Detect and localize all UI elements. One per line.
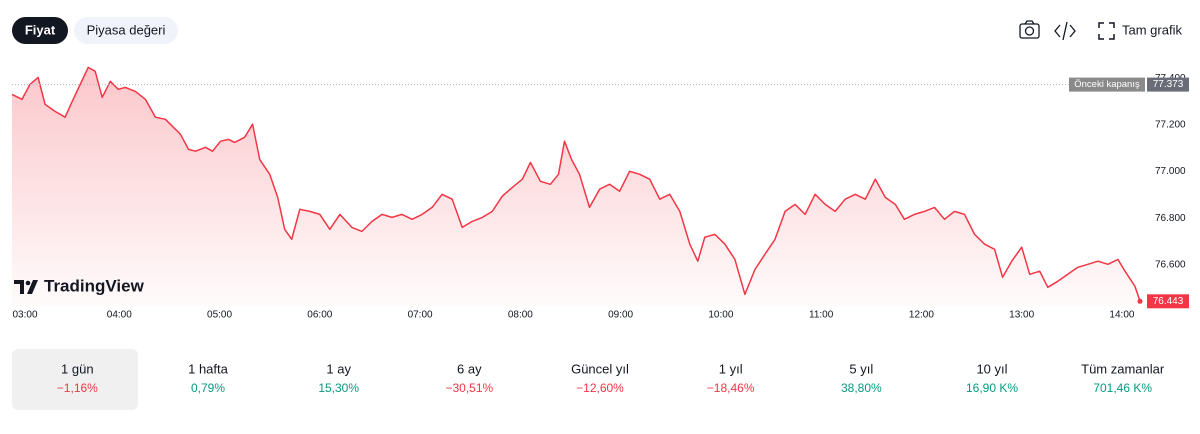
logo-dot [25, 280, 31, 286]
logo: TradingView [14, 276, 145, 295]
tab-label: Fiyat [25, 22, 56, 37]
previous-close-tag-bg [1069, 77, 1145, 92]
period-change: 0,79% [191, 381, 225, 395]
period-button[interactable]: 1 gün −1,16% [12, 349, 138, 410]
period-change: −1,16% [57, 381, 98, 395]
full-chart-label: Tam grafik [1122, 22, 1182, 37]
x-tick-label: 03:00 [12, 310, 37, 321]
previous-close-tag: Önceki kapanış [1074, 79, 1140, 90]
period-label: Güncel yıl [571, 361, 629, 376]
x-tick-label: 05:00 [207, 310, 232, 321]
period-button[interactable]: Güncel yıl −12,60% [571, 361, 629, 395]
period-button[interactable]: 1 hafta 0,79% [188, 361, 229, 395]
y-tick-label: 77.200 [1155, 120, 1186, 131]
previous-close-value-bg [1147, 77, 1189, 92]
period-button[interactable]: 5 yıl 38,80% [841, 361, 882, 395]
period-label: 10 yıl [976, 361, 1007, 376]
x-tick-label: 13:00 [1009, 310, 1034, 321]
x-tick-label: 11:00 [809, 310, 834, 321]
x-tick-label: 04:00 [107, 310, 132, 321]
x-tick-label: 14:00 [1109, 310, 1134, 321]
period-selected-bg [12, 349, 138, 410]
tab-label: Piyasa değeri [87, 22, 166, 37]
period-button[interactable]: 6 ay −30,51% [445, 361, 493, 395]
period-change: −30,51% [445, 381, 493, 395]
area [12, 67, 1140, 307]
period-button[interactable]: 10 yıl 16,90 K% [966, 361, 1018, 395]
period-label: 1 yıl [719, 361, 743, 376]
x-tick-label: 12:00 [909, 310, 934, 321]
period-change: −12,60% [576, 381, 624, 395]
period-change: 16,90 K% [966, 381, 1018, 395]
last-point [1137, 298, 1143, 304]
fullscreen-icon [1098, 22, 1115, 40]
period-label: 1 hafta [188, 361, 229, 376]
y-tick-label: 76.800 [1155, 213, 1186, 224]
x-tick-label: 08:00 [508, 310, 533, 321]
period-button[interactable]: 1 yıl −18,46% [707, 361, 755, 395]
logo-icon [14, 280, 38, 294]
last-price-bg [1147, 294, 1189, 309]
tab[interactable]: Piyasa değeri [74, 17, 178, 44]
period-label: 1 gün [61, 361, 94, 376]
tab-bg [12, 17, 68, 44]
x-tick-label: 07:00 [408, 310, 433, 321]
price-line [11, 66, 1141, 302]
x-tick-label: 09:00 [608, 310, 633, 321]
x-tick-label: 10:00 [708, 310, 733, 321]
period-button[interactable]: Tüm zamanlar 701,46 K% [1081, 361, 1165, 395]
periods: 1 gün −1,16% 1 hafta 0,79% 1 ay 15,30% 6 ay −30… [12, 349, 1165, 410]
period-change: 38,80% [841, 381, 882, 395]
period-label: 1 ay [326, 361, 351, 376]
period-change: −18,46% [707, 381, 755, 395]
period-change: 701,46 K% [1093, 381, 1152, 395]
period-change: 15,30% [318, 381, 359, 395]
period-label: Tüm zamanlar [1081, 361, 1165, 376]
y-tick-label: 76.600 [1155, 259, 1186, 270]
embed-button[interactable] [1054, 21, 1076, 41]
snapshot-button[interactable] [1019, 20, 1040, 39]
camera-lens [1024, 26, 1035, 36]
logo-text: TradingView [44, 276, 145, 295]
tab-bg [74, 17, 178, 44]
camera-icon [1019, 23, 1040, 39]
previous-close-value: 77.373 [1153, 79, 1184, 90]
y-tick-label: 77.000 [1155, 166, 1186, 177]
plot: 76.60076.80077.00077.20077.40003:0004:00… [11, 66, 1189, 321]
period-label: 6 ay [457, 361, 482, 376]
code-icon [1054, 21, 1076, 41]
tab[interactable]: Fiyat [12, 17, 68, 44]
camera-top [1024, 20, 1035, 25]
last-price-label: 76.443 [1153, 296, 1184, 307]
period-button[interactable]: 1 ay 15,30% [318, 361, 359, 395]
x-tick-label: 06:00 [307, 310, 332, 321]
period-label: 5 yıl [849, 361, 873, 376]
full-chart-button[interactable]: Tam grafik [1098, 22, 1182, 40]
